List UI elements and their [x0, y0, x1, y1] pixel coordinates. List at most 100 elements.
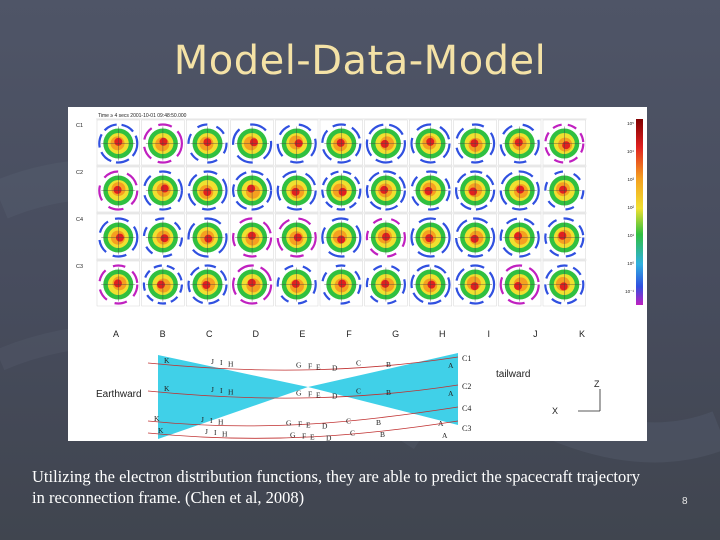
red-core: [514, 138, 523, 147]
position-letter: F: [308, 389, 312, 398]
colorbar-tick: 10⁵: [627, 121, 634, 126]
red-core: [113, 185, 122, 194]
column-labels: A B C D E F G H I J K: [113, 329, 585, 339]
outer-ring: [455, 264, 496, 305]
column-label-d: D: [253, 329, 260, 339]
position-letter: D: [326, 434, 332, 441]
distribution-cell: [230, 166, 274, 213]
position-letter: C: [356, 387, 361, 396]
position-letter: E: [306, 421, 311, 430]
distribution-cell: [498, 260, 542, 307]
distribution-cell: [409, 119, 453, 166]
column-label-i: I: [488, 329, 491, 339]
distribution-cell: [185, 166, 229, 213]
track-label-c3: C3: [462, 424, 471, 433]
colorbar-tick: 10²: [627, 205, 634, 210]
position-letter: F: [302, 431, 306, 440]
slide-caption: Utilizing the electron distribution func…: [32, 467, 640, 507]
red-core: [470, 282, 479, 291]
distribution-cell: [364, 213, 408, 260]
outer-ring: [276, 170, 317, 211]
outer-ring: [410, 217, 451, 258]
red-core: [204, 234, 213, 243]
position-letter: F: [308, 361, 312, 370]
position-letter: J: [205, 427, 208, 436]
slide-title: Model-Data-Model: [173, 38, 547, 84]
red-core: [381, 279, 390, 288]
red-core: [160, 234, 169, 243]
position-letter: D: [332, 392, 338, 401]
outer-ring: [187, 123, 228, 164]
distribution-cell: [542, 213, 586, 260]
position-letter: H: [228, 387, 234, 396]
distribution-cell: [141, 119, 185, 166]
position-letter: E: [310, 433, 315, 441]
distribution-cell: [185, 260, 229, 307]
colorbar-tick: 10⁻¹: [625, 289, 634, 294]
position-letter: C: [346, 417, 351, 426]
outer-ring: [321, 264, 362, 305]
red-core: [249, 138, 258, 147]
outer-ring: [499, 123, 540, 164]
position-letter: E: [316, 391, 321, 400]
red-core: [425, 234, 434, 243]
red-core: [516, 185, 525, 194]
outer-ring: [321, 123, 362, 164]
colorbar-tick: 10⁴: [627, 149, 634, 154]
outer-ring: [232, 170, 273, 211]
column-label-k: K: [579, 329, 585, 339]
distribution-grid: Time ≥ 4 secs 2001-10-01 09:48:50.000 C1 C…: [76, 113, 587, 307]
distribution-cell: [453, 166, 497, 213]
distribution-cell: [96, 213, 140, 260]
outer-ring: [455, 123, 496, 164]
figure-panel: Time ≥ 4 secs 2001-10-01 09:48:50.000 C1 C…: [68, 107, 647, 441]
position-letter: F: [298, 419, 302, 428]
track-c4: [147, 406, 459, 427]
column-label-c: C: [206, 329, 213, 339]
position-letter: B: [376, 418, 381, 427]
red-core: [294, 139, 303, 148]
position-letter: K: [154, 414, 160, 423]
outer-ring: [142, 170, 184, 211]
outer-ring: [276, 264, 317, 305]
outer-ring: [321, 170, 362, 211]
red-core: [160, 184, 169, 193]
outer-ring: [276, 123, 317, 164]
distribution-cell: [230, 119, 274, 166]
outer-ring: [232, 264, 273, 305]
distribution-cell: [319, 166, 363, 213]
track-c2: [147, 384, 459, 399]
track-label-c4: C4: [462, 404, 471, 413]
position-letter: G: [296, 360, 302, 369]
outer-ring: [142, 264, 184, 305]
position-letter: G: [296, 388, 302, 397]
outer-ring: [232, 123, 273, 164]
outer-ring: [410, 123, 451, 164]
red-core: [247, 184, 256, 193]
row-label-c4: C4: [76, 217, 83, 223]
outer-ring: [544, 264, 585, 305]
outer-ring: [365, 123, 406, 164]
tailward-label: tailward: [496, 369, 530, 380]
position-letter: C: [350, 429, 355, 438]
red-core: [559, 282, 568, 291]
column-label-b: B: [160, 329, 166, 339]
position-letter: C: [356, 359, 361, 368]
red-core: [291, 187, 300, 196]
distribution-cell: [364, 119, 408, 166]
outer-ring: [410, 264, 451, 305]
red-core: [380, 139, 389, 148]
track-label-c2: C2: [462, 382, 471, 391]
outer-ring: [365, 264, 406, 305]
outer-ring: [187, 217, 228, 258]
position-letter: J: [211, 357, 214, 366]
axis-x-label: X: [552, 406, 558, 416]
red-core: [514, 232, 523, 241]
outer-ring: [544, 123, 585, 164]
distribution-cell: [319, 119, 363, 166]
outer-ring: [142, 217, 184, 258]
red-core: [338, 279, 347, 288]
figure-header-text: Time ≥ 4 secs 2001-10-01 09:48:50.000: [98, 113, 187, 119]
axis-z-label: Z: [594, 379, 600, 389]
slide-number: 8: [682, 496, 688, 507]
